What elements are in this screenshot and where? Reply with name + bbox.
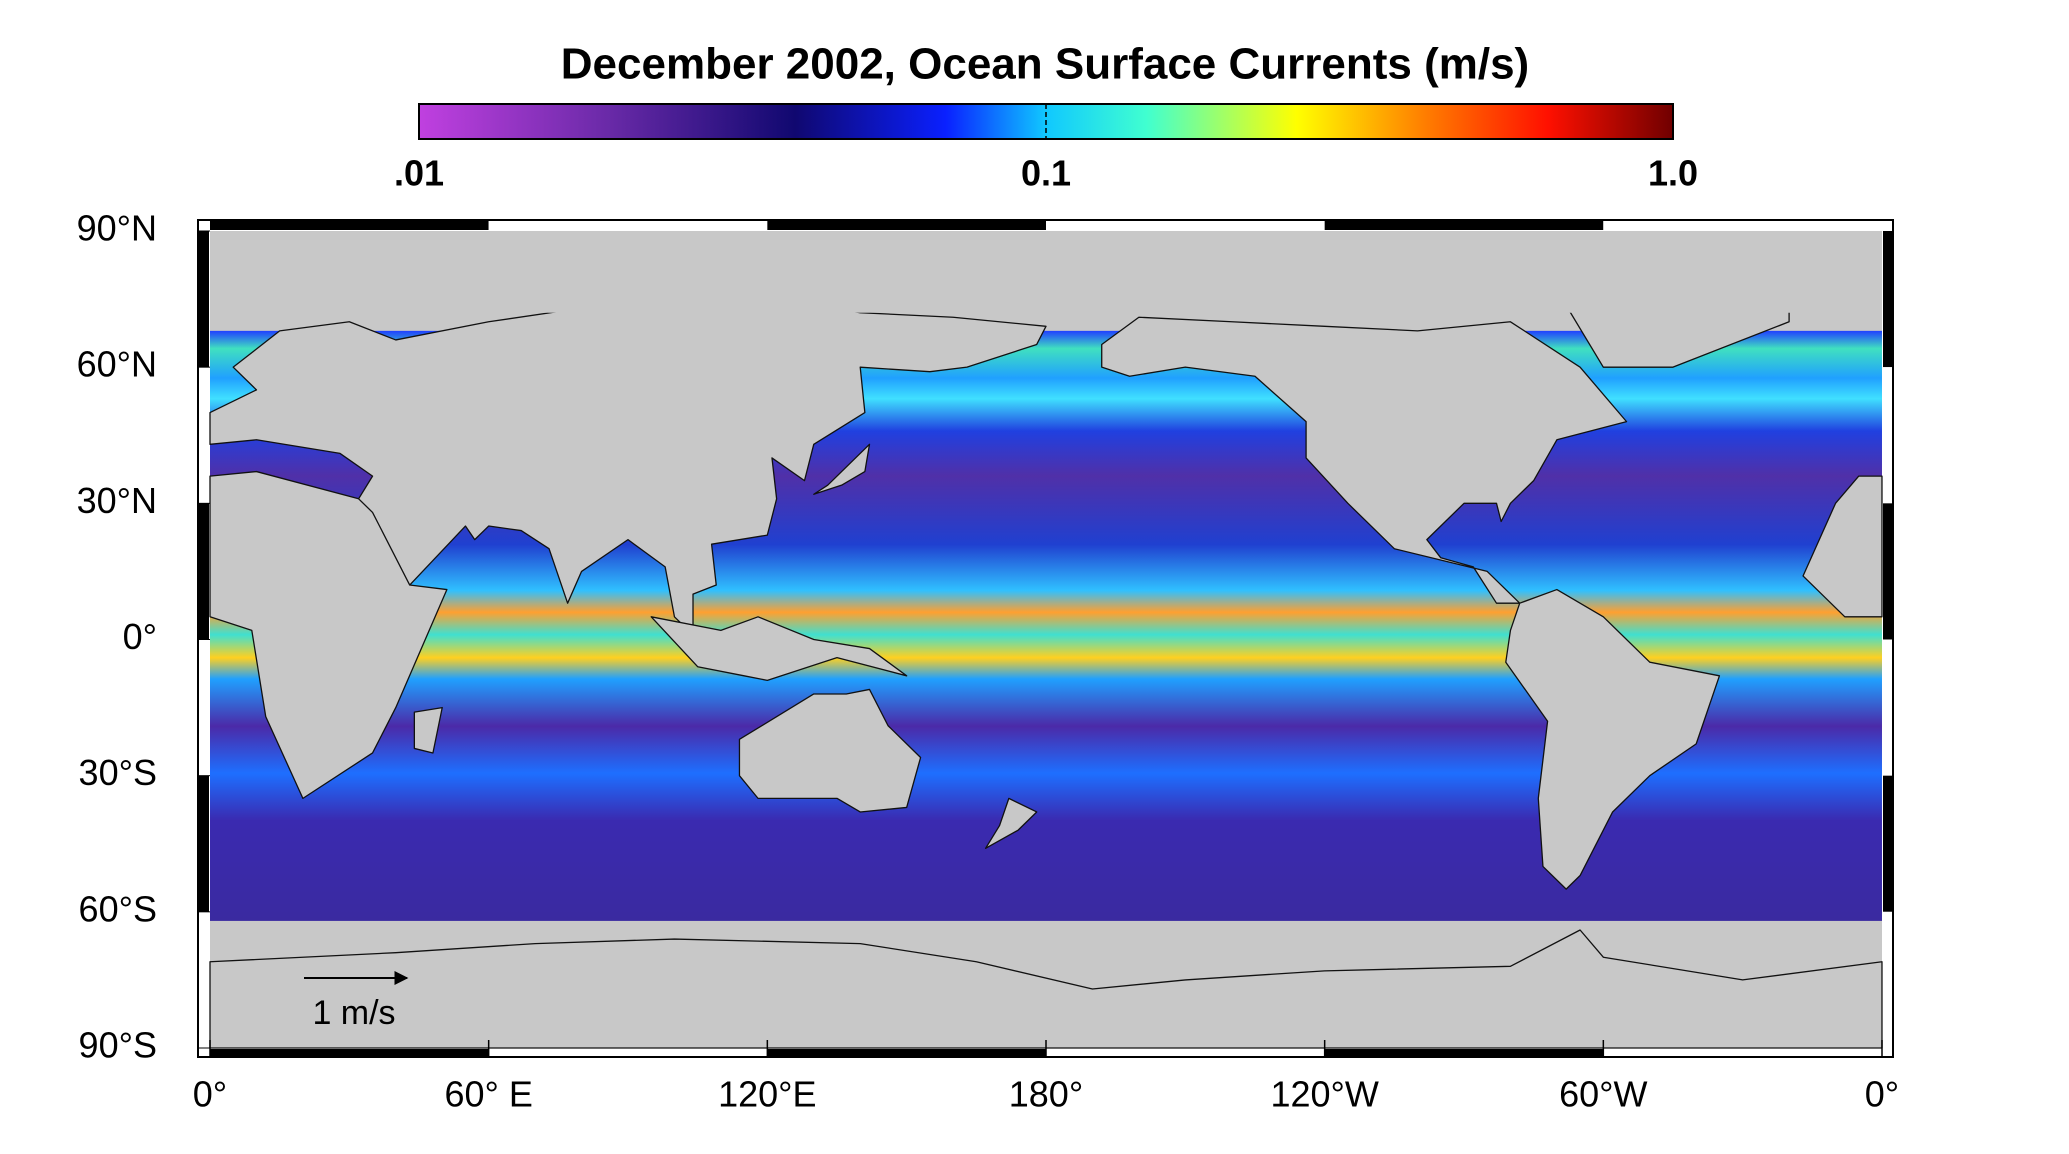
lon-tick-label: 120°W bbox=[1270, 1074, 1378, 1115]
lat-tick-label: 0° bbox=[123, 616, 157, 657]
frame-segment bbox=[1883, 367, 1892, 504]
lat-tick-label: 90°N bbox=[77, 208, 157, 249]
frame-segment bbox=[199, 775, 209, 912]
frame-checker bbox=[199, 221, 1892, 1056]
frame-segment bbox=[1883, 639, 1892, 776]
colorbar-tick-label: 1.0 bbox=[1648, 153, 1698, 194]
frame-segment bbox=[199, 911, 209, 1048]
lat-tick-label: 90°S bbox=[79, 1025, 157, 1066]
lon-tick-label: 0° bbox=[193, 1074, 227, 1115]
lon-tick-label: 60° E bbox=[444, 1074, 532, 1115]
frame-segment bbox=[1883, 231, 1892, 368]
frame-segment bbox=[1046, 1049, 1325, 1056]
frame-segment bbox=[1883, 775, 1892, 912]
frame-segment bbox=[1883, 911, 1892, 1048]
frame-segment bbox=[488, 1049, 768, 1056]
frame-segment bbox=[1324, 221, 1604, 230]
land-new-zealand bbox=[986, 798, 1037, 848]
land-japan bbox=[814, 444, 870, 494]
frame-segment bbox=[488, 221, 768, 230]
map-axes: 90°N 60°N 30°N 0° 30°S 60°S 90°S 0° 60° E 120°E 18… bbox=[77, 208, 1900, 1115]
frame-segment bbox=[767, 221, 1046, 230]
land-africa bbox=[210, 472, 447, 799]
frame-segment bbox=[199, 503, 209, 640]
frame-segment bbox=[199, 639, 209, 776]
frame-segment bbox=[1603, 1049, 1882, 1056]
title: December 2002, Ocean Surface Currents (m… bbox=[561, 40, 1529, 89]
colorbar-tick-label: .01 bbox=[394, 153, 444, 194]
frame-segment bbox=[199, 367, 209, 504]
lat-tick-label: 30°N bbox=[77, 480, 157, 521]
frame-segment bbox=[210, 1049, 489, 1056]
frame-segment bbox=[767, 1049, 1046, 1056]
lon-tick-label: 180° bbox=[1009, 1074, 1083, 1115]
lat-tick-label: 60°S bbox=[79, 888, 157, 929]
lon-tick-label: 60°W bbox=[1559, 1074, 1647, 1115]
frame-segment bbox=[210, 221, 489, 230]
frame-segment bbox=[1603, 221, 1882, 230]
frame-segment bbox=[199, 231, 209, 368]
lon-tick-label: 0° bbox=[1865, 1074, 1899, 1115]
land-eurasia bbox=[210, 290, 1046, 635]
land-australia bbox=[739, 689, 920, 812]
land-arctic bbox=[210, 230, 1882, 313]
land-madagascar bbox=[414, 708, 442, 753]
lat-tick-label: 60°N bbox=[77, 344, 157, 385]
land-south-america bbox=[1506, 590, 1720, 890]
land-west-africa bbox=[1803, 476, 1882, 617]
land-antarctica bbox=[210, 930, 1882, 1048]
colorbar-tick-label: 0.1 bbox=[1021, 153, 1071, 194]
frame-segment bbox=[1883, 503, 1892, 640]
scale-arrow-label: 1 m/s bbox=[312, 994, 395, 1032]
frame-segment bbox=[1046, 221, 1325, 230]
map-content bbox=[210, 230, 1882, 1048]
colorbar-ticks: .01 0.1 1.0 bbox=[394, 104, 1698, 194]
land-north-america bbox=[1102, 317, 1627, 603]
frame-segment bbox=[1324, 1049, 1604, 1056]
land-indonesia bbox=[651, 617, 906, 681]
lat-tick-label: 30°S bbox=[79, 752, 157, 793]
lon-tick-label: 120°E bbox=[718, 1074, 816, 1115]
